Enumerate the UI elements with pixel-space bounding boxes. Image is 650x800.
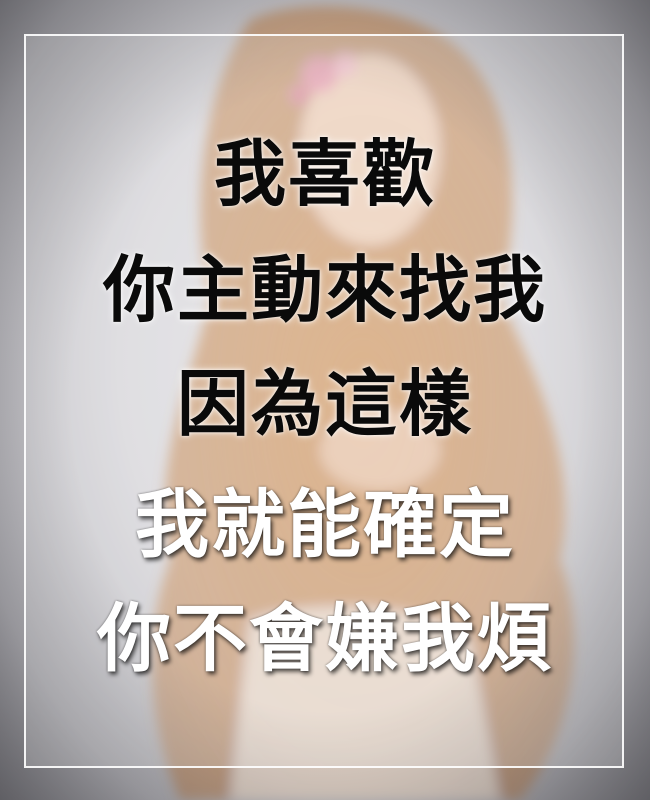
quote-line-3: 因為這樣 bbox=[176, 362, 473, 446]
quote-line-5: 你不會嫌我煩 bbox=[97, 596, 553, 682]
hand bbox=[320, 410, 440, 490]
dress bbox=[230, 606, 500, 800]
white-wash-overlay bbox=[26, 36, 622, 766]
hair bbox=[151, 5, 575, 800]
hair-flower bbox=[302, 57, 338, 93]
quote-line-2: 你主動來找我 bbox=[102, 248, 547, 332]
white-frame-border bbox=[24, 34, 624, 768]
quote-line-1: 我喜歡 bbox=[213, 132, 436, 216]
face bbox=[300, 55, 440, 245]
quote-line-4: 我就能確定 bbox=[135, 482, 515, 568]
woman-figure bbox=[151, 5, 575, 800]
